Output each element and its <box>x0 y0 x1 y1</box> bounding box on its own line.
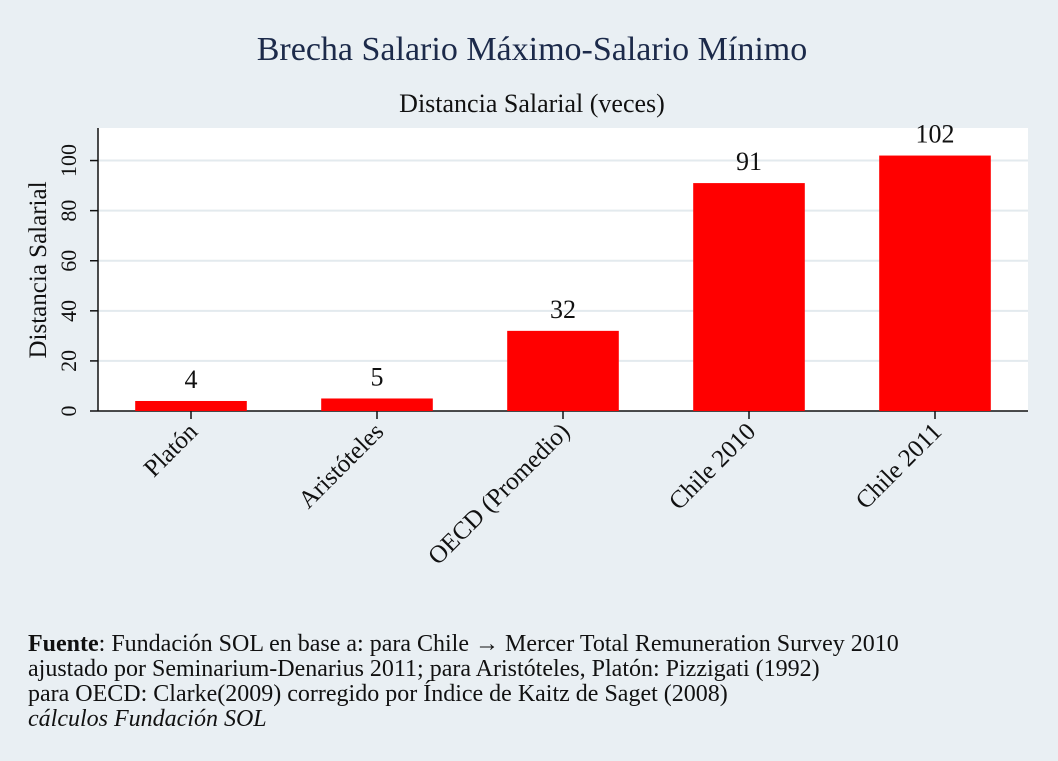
data-label: 102 <box>916 120 955 149</box>
source-line-2: ajustado por Seminarium-Denarius 2011; p… <box>28 656 820 682</box>
data-label: 4 <box>185 365 198 394</box>
y-tick-label: 80 <box>56 200 81 222</box>
y-tick-label: 100 <box>56 144 81 177</box>
source-note: Fuente: Fundación SOL en base a: para Ch… <box>28 632 1038 732</box>
plot-area: 0 20 40 60 80 100 4 Platón 5 Aristóteles 32 OECD (P… <box>56 120 1028 570</box>
source-label: Fuente <box>28 631 99 657</box>
y-axis-title: Distancia Salarial <box>25 181 52 358</box>
y-tick-label: 20 <box>56 350 81 372</box>
bar <box>135 400 247 411</box>
chart-subtitle: Distancia Salarial (veces) <box>399 89 665 118</box>
data-label: 91 <box>736 147 762 176</box>
x-tick-label: Platón <box>139 418 204 483</box>
data-label: 32 <box>550 295 576 324</box>
source-text-1: : Fundación SOL en base a: para Chile → … <box>98 631 899 657</box>
chart-title: Brecha Salario Máximo-Salario Mínimo <box>257 31 808 68</box>
bar-chart: Brecha Salario Máximo-Salario Mínimo Dis… <box>25 31 1028 570</box>
bar <box>693 183 805 411</box>
data-label: 5 <box>371 362 384 391</box>
y-tick-label: 40 <box>56 300 81 322</box>
bar <box>321 398 433 411</box>
y-tick-label: 60 <box>56 250 81 272</box>
x-tick-label: OECD (Promedio) <box>423 418 575 570</box>
y-tick-label: 0 <box>56 406 81 417</box>
x-tick-label: Chile 2011 <box>851 418 948 515</box>
source-line-1: Fuente: Fundación SOL en base a: para Ch… <box>28 632 1038 657</box>
x-tick-label: Aristóteles <box>294 418 390 514</box>
bar <box>879 155 991 411</box>
source-line-3: para OECD: Clarke(2009) corregido por Ín… <box>28 681 728 707</box>
x-tick-label: Chile 2010 <box>664 418 761 515</box>
bar <box>507 330 619 411</box>
source-line-4: cálculos Fundación SOL <box>28 706 267 732</box>
